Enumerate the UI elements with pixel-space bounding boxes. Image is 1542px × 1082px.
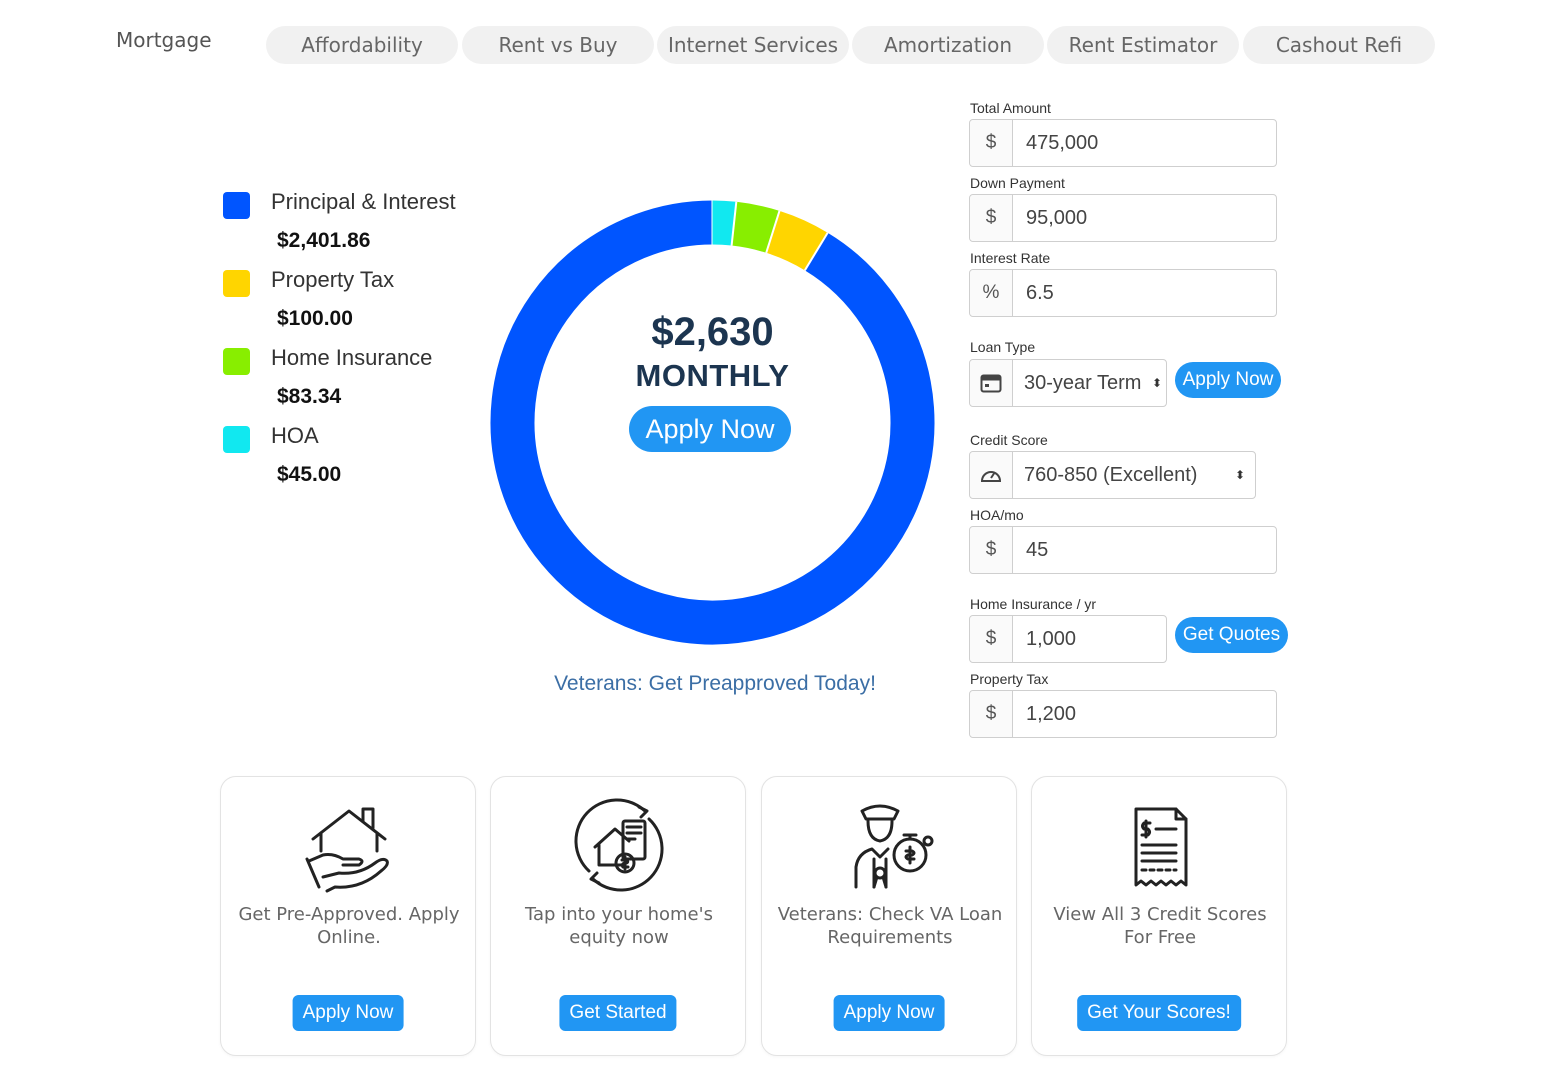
loan-type-select[interactable]: 30-year Term ⬍ (969, 359, 1167, 407)
card-apply-now-button[interactable]: Apply Now (292, 995, 404, 1031)
down-payment-field[interactable]: $ 95,000 (969, 194, 1277, 242)
home-insurance-value[interactable]: 1,000 (1026, 627, 1077, 650)
card-get-started-button[interactable]: Get Started (559, 995, 677, 1031)
tab-mortgage[interactable]: Mortgage (116, 28, 212, 52)
credit-report-icon (1110, 795, 1210, 895)
payment-donut-chart: $2,630 MONTHLY Apply Now (480, 190, 945, 655)
legend-value: $100.00 (277, 307, 353, 330)
loan-type-label: Loan Type (970, 339, 1036, 355)
percent-addon: % (970, 270, 1013, 316)
property-tax-value[interactable]: 1,200 (1026, 702, 1077, 725)
loan-type-value[interactable]: 30-year Term (1024, 371, 1142, 394)
credit-score-select[interactable]: 760-850 (Excellent) ⬍ (969, 451, 1256, 499)
dollar-addon: $ (970, 691, 1013, 737)
legend-item-home-insurance: Home Insurance $83.34 (222, 342, 482, 420)
card-text: View All 3 Credit Scores For Free (1053, 904, 1267, 948)
donut-svg (490, 200, 935, 645)
donut-separator (765, 210, 781, 254)
property-tax-field[interactable]: $ 1,200 (969, 690, 1277, 738)
donut-slice-principal-interest (490, 200, 935, 645)
tab-amortization[interactable]: Amortization (852, 26, 1044, 64)
card-credit-scores: View All 3 Credit Scores For Free Get Yo… (1031, 776, 1287, 1056)
legend-value: $45.00 (277, 463, 342, 486)
card-pre-approved: Get Pre-Approved. Apply Online. Apply No… (220, 776, 476, 1056)
credit-score-value[interactable]: 760-850 (Excellent) (1024, 463, 1198, 486)
card-get-your-scores-button[interactable]: Get Your Scores! (1077, 995, 1241, 1031)
legend-swatch (223, 270, 250, 297)
donut-slice-property-tax (765, 210, 828, 271)
dollar-addon: $ (970, 195, 1013, 241)
tab-affordability[interactable]: Affordability (266, 26, 458, 64)
donut-separator (730, 201, 738, 246)
home-equity-icon (569, 795, 669, 895)
total-amount-value[interactable]: 475,000 (1026, 131, 1099, 154)
card-apply-now-button[interactable]: Apply Now (833, 995, 945, 1031)
legend-item-property-tax: Property Tax $100.00 (222, 264, 482, 342)
dollar-addon: $ (970, 120, 1013, 166)
card-text: Get Pre-Approved. Apply Online. (238, 904, 460, 948)
credit-score-label: Credit Score (970, 432, 1048, 448)
total-amount-field[interactable]: $ 475,000 (969, 119, 1277, 167)
legend-value: $83.34 (277, 385, 342, 408)
legend-label: Home Insurance (271, 345, 433, 370)
speedometer-icon (970, 452, 1013, 498)
legend-value: $2,401.86 (277, 229, 371, 252)
card-veterans: Veterans: Check VA Loan Requirements App… (761, 776, 1017, 1056)
select-arrows-icon: ⬍ (1151, 376, 1162, 390)
get-quotes-button[interactable]: Get Quotes (1175, 617, 1288, 653)
interest-rate-label: Interest Rate (970, 250, 1051, 266)
loan-apply-now-button[interactable]: Apply Now (1175, 362, 1281, 398)
card-text: Veterans: Check VA Loan Requirements (777, 904, 1003, 948)
tab-cashout-refi[interactable]: Cashout Refi (1243, 26, 1435, 64)
legend-swatch (223, 192, 250, 219)
hoa-field[interactable]: $ 45 (969, 526, 1277, 574)
down-payment-value[interactable]: 95,000 (1026, 206, 1088, 229)
legend-label: HOA (271, 423, 319, 448)
dollar-addon: $ (970, 616, 1013, 662)
select-arrows-icon: ⬍ (1234, 468, 1245, 482)
card-text: Tap into your home's equity now (525, 904, 713, 948)
payment-legend: Principal & Interest $2,401.86 Property … (222, 186, 482, 498)
calendar-icon (970, 360, 1013, 406)
monthly-label: MONTHLY (635, 358, 790, 393)
property-tax-label: Property Tax (970, 671, 1049, 687)
house-in-hand-icon (299, 795, 399, 895)
legend-item-hoa: HOA $45.00 (222, 420, 482, 498)
total-amount-label: Total Amount (970, 100, 1051, 116)
tab-rent-estimator[interactable]: Rent Estimator (1047, 26, 1239, 64)
interest-rate-field[interactable]: % 6.5 (969, 269, 1277, 317)
legend-item-principal-interest: Principal & Interest $2,401.86 (222, 186, 482, 264)
hoa-value[interactable]: 45 (1026, 538, 1049, 561)
hoa-label: HOA/mo (970, 507, 1024, 523)
legend-label: Principal & Interest (271, 189, 456, 214)
veteran-officer-icon (840, 795, 940, 895)
tab-rent-vs-buy[interactable]: Rent vs Buy (462, 26, 654, 64)
legend-label: Property Tax (271, 267, 395, 292)
interest-rate-value[interactable]: 6.5 (1026, 281, 1054, 304)
apply-now-button[interactable]: Apply Now (629, 406, 791, 452)
down-payment-label: Down Payment (970, 175, 1065, 191)
donut-center: $2,630 MONTHLY Apply Now (480, 190, 945, 655)
dollar-addon: $ (970, 527, 1013, 573)
legend-swatch (223, 426, 250, 453)
donut-separator (803, 232, 829, 271)
veterans-preapproved-link[interactable]: Veterans: Get Preapproved Today! (554, 672, 876, 695)
calculator-tabs: Mortgage Affordability Rent vs Buy Inter… (100, 24, 1445, 64)
card-home-equity: Tap into your home's equity now Get Star… (490, 776, 746, 1056)
home-insurance-field[interactable]: $ 1,000 (969, 615, 1167, 663)
tab-internet-services[interactable]: Internet Services (657, 26, 849, 64)
monthly-payment-amount: $2,630 (651, 310, 774, 354)
legend-swatch (223, 348, 250, 375)
home-insurance-label: Home Insurance / yr (970, 596, 1097, 612)
